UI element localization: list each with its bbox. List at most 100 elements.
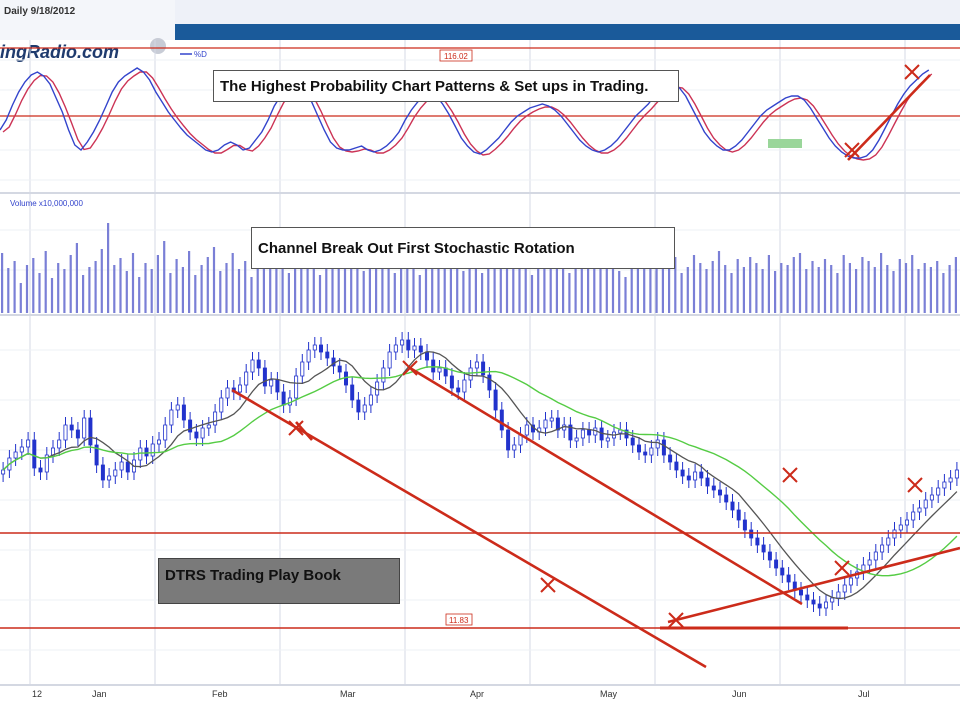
volume-bar — [331, 253, 334, 313]
candle-body — [462, 379, 467, 393]
candle-body — [169, 409, 174, 426]
volume-bar — [406, 261, 409, 313]
volume-bar — [867, 261, 870, 313]
volume-bar — [468, 265, 471, 313]
candle-body — [381, 367, 386, 383]
volume-bar — [181, 267, 184, 313]
volume-bar — [88, 267, 91, 313]
volume-bar — [107, 223, 110, 313]
x-axis-ticks: 12 Jan Feb Mar Apr May Jun Jul — [32, 689, 870, 699]
volume-bar — [823, 259, 827, 313]
volume-bar — [437, 263, 440, 313]
candle-body — [94, 444, 99, 466]
volume-bar — [194, 275, 197, 313]
x-marker — [907, 477, 923, 493]
volume-bar — [543, 251, 546, 313]
volume-bar — [294, 251, 297, 313]
candle-body — [219, 397, 224, 413]
candle-body — [929, 494, 934, 501]
volume-bar — [549, 269, 552, 313]
volume-bar — [57, 263, 60, 313]
volume-bar — [730, 273, 733, 313]
logo-text: ingRadio.com — [0, 42, 119, 62]
candle-body — [44, 454, 49, 473]
candle-body — [954, 469, 959, 479]
candle-body — [668, 454, 673, 463]
candle-body — [880, 544, 885, 553]
volume-bar — [493, 253, 496, 313]
volume-bar — [7, 268, 10, 313]
volume-bar — [649, 253, 652, 313]
candle-body — [724, 494, 729, 503]
candle-body — [362, 404, 367, 413]
volume-bar — [692, 255, 696, 313]
candle-body — [188, 419, 193, 433]
candle-body — [718, 489, 723, 496]
candle-body — [774, 559, 779, 569]
volume-bar — [19, 283, 22, 313]
candle-body — [892, 529, 897, 539]
candle-body — [867, 559, 872, 566]
volume-bar — [587, 263, 590, 313]
volume-panel — [1, 223, 957, 313]
candle-body — [643, 451, 648, 456]
candle-body — [181, 404, 186, 421]
volume-bar — [225, 263, 228, 313]
ma-fast-line — [2, 350, 958, 600]
volume-bar — [387, 249, 390, 313]
candle-body — [524, 424, 529, 436]
candle-body — [57, 439, 62, 449]
volume-bar — [281, 259, 284, 313]
candle-body — [431, 359, 436, 373]
channel-trendline — [847, 74, 931, 161]
candle-body — [82, 417, 87, 439]
volume-bar — [219, 271, 222, 313]
candle-body — [175, 404, 180, 411]
candle-body — [474, 361, 479, 369]
candle-body — [225, 387, 230, 399]
volume-bar — [848, 263, 851, 313]
volume-bar — [830, 265, 833, 313]
candle-body — [449, 375, 454, 389]
volume-bar — [505, 263, 509, 313]
candle-body — [256, 359, 261, 369]
candle-body — [100, 464, 105, 481]
candle-body — [150, 443, 155, 457]
candle-body — [262, 367, 267, 387]
candle-body — [799, 589, 804, 596]
volume-bar — [1, 253, 4, 313]
candle-body — [13, 451, 18, 459]
x-marker — [402, 360, 418, 376]
candle-body — [32, 439, 37, 469]
volume-bar — [599, 259, 602, 313]
volume-bar — [275, 267, 278, 313]
candle-body — [493, 389, 498, 411]
osc-level-label: 116.02 — [444, 52, 468, 61]
volume-bar — [431, 255, 434, 313]
volume-bar — [50, 278, 54, 313]
candle-body — [811, 599, 816, 605]
candle-body — [661, 439, 666, 456]
candle-body — [456, 387, 461, 393]
volume-bar — [817, 267, 820, 313]
volume-bar — [443, 267, 446, 313]
candle-body — [574, 437, 579, 442]
x-tick-label: May — [600, 689, 618, 699]
candle-body — [848, 577, 853, 586]
volume-bar — [269, 243, 272, 313]
candle-body — [942, 481, 947, 489]
candle-body — [75, 429, 80, 439]
candle-body — [275, 379, 280, 393]
price-panel — [1, 332, 959, 616]
candle-body — [686, 475, 691, 481]
volume-bar — [63, 269, 66, 313]
volume-bar — [138, 277, 141, 313]
volume-bar — [94, 261, 97, 313]
x-tick-label: Feb — [212, 689, 228, 699]
x-tick-label: Jul — [858, 689, 870, 699]
candle-body — [26, 439, 31, 448]
volume-bar — [892, 271, 895, 313]
volume-bar — [375, 267, 378, 313]
candle-body — [281, 391, 286, 406]
